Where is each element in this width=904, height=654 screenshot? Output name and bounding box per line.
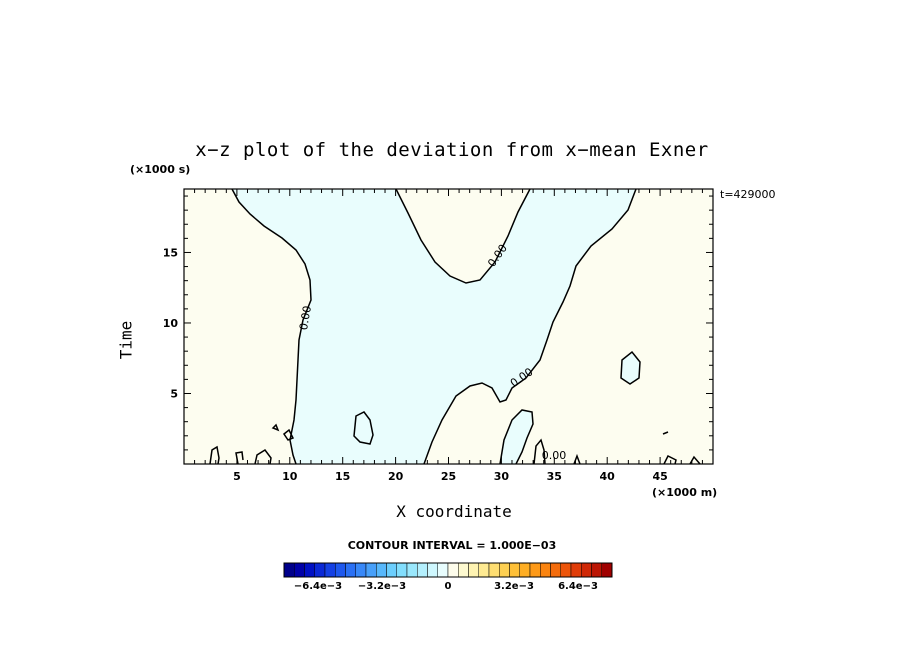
colorbar-tick-label: 3.2e−3 — [494, 581, 534, 592]
contour-interval-label: CONTOUR INTERVAL = 1.000E−03 — [347, 539, 557, 552]
contour-line — [353, 411, 374, 445]
contour-line — [499, 409, 534, 465]
colorbar-swatch — [406, 562, 418, 578]
colorbar-swatch — [324, 562, 336, 578]
contour-line — [689, 455, 701, 465]
x-tick-label: 15 — [335, 470, 350, 483]
colorbar: −6.4e−3 −3.2e−3 0 3.2e−3 6.4e−3 — [283, 562, 613, 592]
negative-region — [354, 412, 373, 444]
x-tick-label: 10 — [282, 470, 298, 483]
contour-label: 0.00 — [542, 449, 567, 462]
colorbar-swatch — [355, 562, 367, 578]
colorbar-swatch — [499, 562, 510, 578]
contour-line — [209, 445, 220, 465]
contour-line — [423, 188, 637, 465]
contour-line — [533, 438, 546, 465]
colorbar-swatch — [468, 562, 479, 578]
colorbar-swatch — [601, 562, 613, 578]
colorbar-swatch — [447, 562, 459, 578]
colorbar-swatch — [396, 562, 408, 578]
colorbar-swatch — [540, 562, 551, 578]
negative-region — [500, 410, 533, 464]
contour-line — [231, 188, 312, 465]
x-axis-label: X coordinate — [396, 502, 512, 521]
y-tick-label: 5 — [170, 387, 178, 400]
time-label: t=429000 — [720, 188, 776, 201]
x-tick-label: 35 — [547, 470, 562, 483]
axis-ticks — [184, 189, 713, 464]
negative-region — [621, 352, 640, 384]
colorbar-swatch — [529, 562, 541, 578]
axis-tick-labels: 5 10 15 20 25 30 35 40 45 5 10 15 — [163, 246, 668, 483]
colorbar-swatch — [458, 562, 469, 578]
colorbar-swatch — [365, 562, 377, 578]
colorbar-swatch — [550, 562, 561, 578]
chart-title: x−z plot of the deviation from x−mean Ex… — [195, 139, 709, 161]
colorbar-swatch — [519, 562, 531, 578]
colorbar-swatch — [294, 562, 305, 578]
colorbar-swatch — [304, 562, 315, 578]
colorbar-swatch — [581, 562, 592, 578]
colorbar-tick-label: 0 — [445, 581, 452, 592]
colorbar-tick-label: −6.4e−3 — [294, 581, 342, 592]
contour-label: 0.00 — [297, 305, 314, 331]
contour-line — [663, 454, 677, 465]
x-tick-label: 20 — [388, 470, 404, 483]
colorbar-swatch — [283, 562, 295, 578]
colorbar-swatch — [427, 562, 438, 578]
colorbar-swatch — [386, 562, 397, 578]
colorbar-tick-label: −3.2e−3 — [358, 581, 406, 592]
y-axis-unit: (×1000 s) — [130, 163, 191, 176]
x-tick-label: 25 — [441, 470, 456, 483]
colorbar-swatch — [591, 562, 602, 578]
colorbar-swatch — [345, 562, 356, 578]
y-tick-label: 10 — [163, 317, 179, 330]
contour-line — [662, 431, 669, 435]
colorbar-swatch — [478, 562, 490, 578]
contour-line — [254, 448, 272, 465]
colorbar-swatch — [570, 562, 582, 578]
colorbar-swatch — [560, 562, 572, 578]
colorbar-swatch — [417, 562, 428, 578]
colorbar-swatch — [335, 562, 346, 578]
colorbar-tick-label: 6.4e−3 — [558, 581, 598, 592]
y-tick-label: 15 — [163, 246, 178, 259]
x-tick-label: 40 — [600, 470, 616, 483]
x-tick-label: 5 — [233, 470, 241, 483]
colorbar-swatch — [437, 562, 449, 578]
contour-line — [282, 428, 295, 441]
x-axis-unit: (×1000 m) — [652, 486, 718, 499]
x-tick-label: 45 — [652, 470, 667, 483]
x-tick-label: 30 — [494, 470, 510, 483]
colorbar-swatch — [314, 562, 326, 578]
contour-line — [271, 423, 280, 432]
colorbar-frame — [283, 562, 613, 578]
contour-line — [395, 188, 531, 284]
colorbar-swatch — [488, 562, 500, 578]
contour-line — [620, 350, 641, 385]
colorbar-swatch — [509, 562, 520, 578]
contour-lines — [209, 188, 701, 465]
colorbar-swatch — [376, 562, 387, 578]
negative-region — [232, 189, 636, 464]
